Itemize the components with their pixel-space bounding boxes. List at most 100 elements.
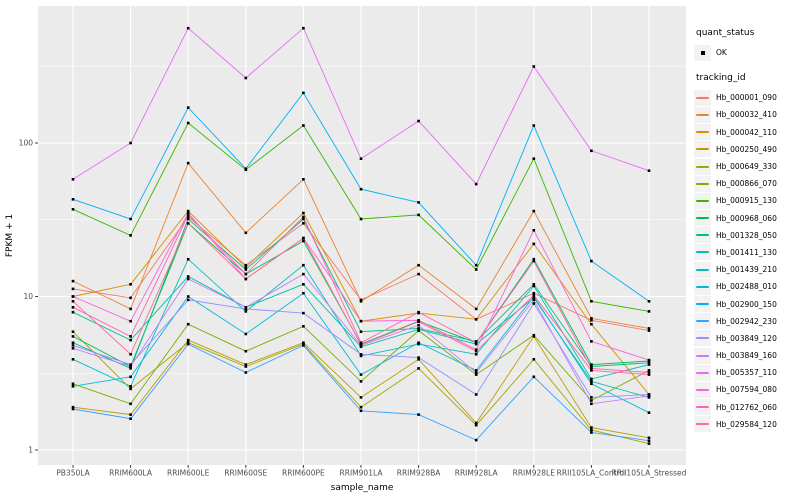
data-point (71, 358, 75, 361)
data-point (186, 277, 190, 281)
legend-item-Hb_000032_410[interactable]: Hb_000032_410 (694, 106, 798, 123)
line-key-icon (694, 330, 711, 347)
data-point (532, 257, 536, 261)
data-point (647, 169, 651, 172)
data-point (647, 373, 651, 376)
line-key-icon (694, 416, 711, 433)
data-point (647, 327, 651, 330)
data-point (244, 231, 248, 235)
legend-item-Hb_002900_150[interactable]: Hb_002900_150 (694, 295, 798, 313)
legend-item-label: Hb_000968_060 (716, 213, 777, 223)
data-point (647, 329, 651, 332)
series-color-line-icon (696, 96, 709, 99)
data-point (186, 222, 190, 225)
data-point (71, 310, 75, 314)
data-point (590, 149, 593, 153)
line-key-icon (694, 106, 711, 123)
legend-item-label: Hb_001439_210 (716, 265, 777, 275)
data-point (186, 257, 190, 261)
legend-item-label: Hb_029584_120 (716, 419, 777, 429)
legend-item-Hb_012762_060[interactable]: Hb_012762_060 (694, 399, 798, 416)
data-point (590, 431, 593, 434)
data-point (71, 295, 75, 298)
legend-item-Hb_005357_110[interactable]: Hb_005357_110 (694, 364, 798, 381)
data-point (129, 307, 132, 311)
data-point (474, 307, 478, 311)
data-point (302, 211, 305, 215)
legend-item-Hb_001439_210[interactable]: Hb_001439_210 (694, 261, 798, 278)
data-point (532, 302, 536, 305)
data-point (474, 423, 478, 427)
data-point (244, 310, 248, 313)
data-point (359, 217, 363, 221)
data-point (474, 353, 478, 356)
line-key-icon (694, 296, 711, 313)
x-tick-label: RRIM901LA (340, 469, 384, 478)
data-point (474, 373, 478, 376)
x-tick-label: RRIM928LE (513, 469, 556, 478)
legend-title-tracking-id: tracking_id (696, 73, 746, 84)
legend-item-label: Hb_001328_050 (716, 230, 777, 240)
data-point (71, 208, 75, 211)
line-key-icon (694, 158, 711, 175)
data-point (647, 358, 651, 362)
legend-item-Hb_000866_070[interactable]: Hb_000866_070 (694, 175, 798, 192)
legend-item-Hb_000250_490[interactable]: Hb_000250_490 (694, 141, 798, 158)
tracking-id-legend-list: Hb_000001_090 Hb_000032_410 Hb_000042_110 H… (694, 89, 798, 433)
legend-item-Hb_000968_060[interactable]: Hb_000968_060 (694, 210, 798, 227)
data-point (71, 407, 75, 411)
data-point (417, 341, 420, 344)
legend-item-Hb_029584_120[interactable]: Hb_029584_120 (694, 416, 798, 433)
line-key-icon (694, 313, 711, 330)
data-point (186, 215, 190, 219)
data-point (474, 318, 478, 321)
legend-item-Hb_000001_090[interactable]: Hb_000001_090 (694, 89, 798, 106)
data-point (244, 363, 248, 366)
line-key-icon (694, 364, 711, 381)
legend-item-label: Hb_000649_330 (716, 162, 777, 172)
data-point (647, 396, 651, 399)
legend-item-ok[interactable]: OK (694, 44, 798, 61)
data-point (532, 333, 536, 337)
data-point (359, 354, 363, 358)
data-point (244, 307, 248, 311)
legend-item-label: Hb_002488_010 (716, 282, 777, 292)
data-point (532, 298, 536, 302)
legend-item-Hb_002942_230[interactable]: Hb_002942_230 (694, 313, 798, 330)
data-point (532, 65, 536, 68)
data-point (590, 319, 593, 322)
data-point (532, 259, 536, 263)
legend-item-Hb_003849_120[interactable]: Hb_003849_120 (694, 330, 798, 347)
data-point (474, 342, 478, 346)
data-point (417, 367, 420, 370)
data-point (417, 413, 420, 416)
data-point (71, 405, 75, 409)
data-point (474, 438, 478, 442)
data-point (590, 259, 593, 263)
data-point (302, 91, 305, 95)
data-point (590, 340, 593, 343)
legend-item-Hb_003849_160[interactable]: Hb_003849_160 (694, 347, 798, 364)
data-point (129, 338, 132, 342)
legend-item-Hb_007594_080[interactable]: Hb_007594_080 (694, 381, 798, 398)
data-point (359, 396, 363, 399)
legend-item-label: Hb_002942_230 (716, 316, 777, 326)
data-point (129, 353, 132, 356)
y-axis-title: FPKM + 1 (5, 214, 15, 257)
data-point (474, 348, 478, 351)
line-key-icon (694, 278, 711, 295)
legend-item-Hb_001328_050[interactable]: Hb_001328_050 (694, 227, 798, 244)
data-point (417, 319, 420, 322)
data-point (186, 211, 190, 215)
data-point (532, 375, 536, 379)
legend-item-Hb_000649_330[interactable]: Hb_000649_330 (694, 158, 798, 175)
data-point (417, 323, 420, 327)
legend-item-Hb_001411_130[interactable]: Hb_001411_130 (694, 244, 798, 261)
line-key-icon (694, 175, 711, 192)
y-tick-label: 10 (23, 292, 33, 301)
data-point (590, 399, 593, 402)
legend-item-Hb_000915_130[interactable]: Hb_000915_130 (694, 192, 798, 209)
legend-item-label: Hb_012762_060 (716, 402, 777, 412)
legend-item-Hb_002488_010[interactable]: Hb_002488_010 (694, 278, 798, 295)
legend-item-Hb_000042_110[interactable]: Hb_000042_110 (694, 124, 798, 141)
